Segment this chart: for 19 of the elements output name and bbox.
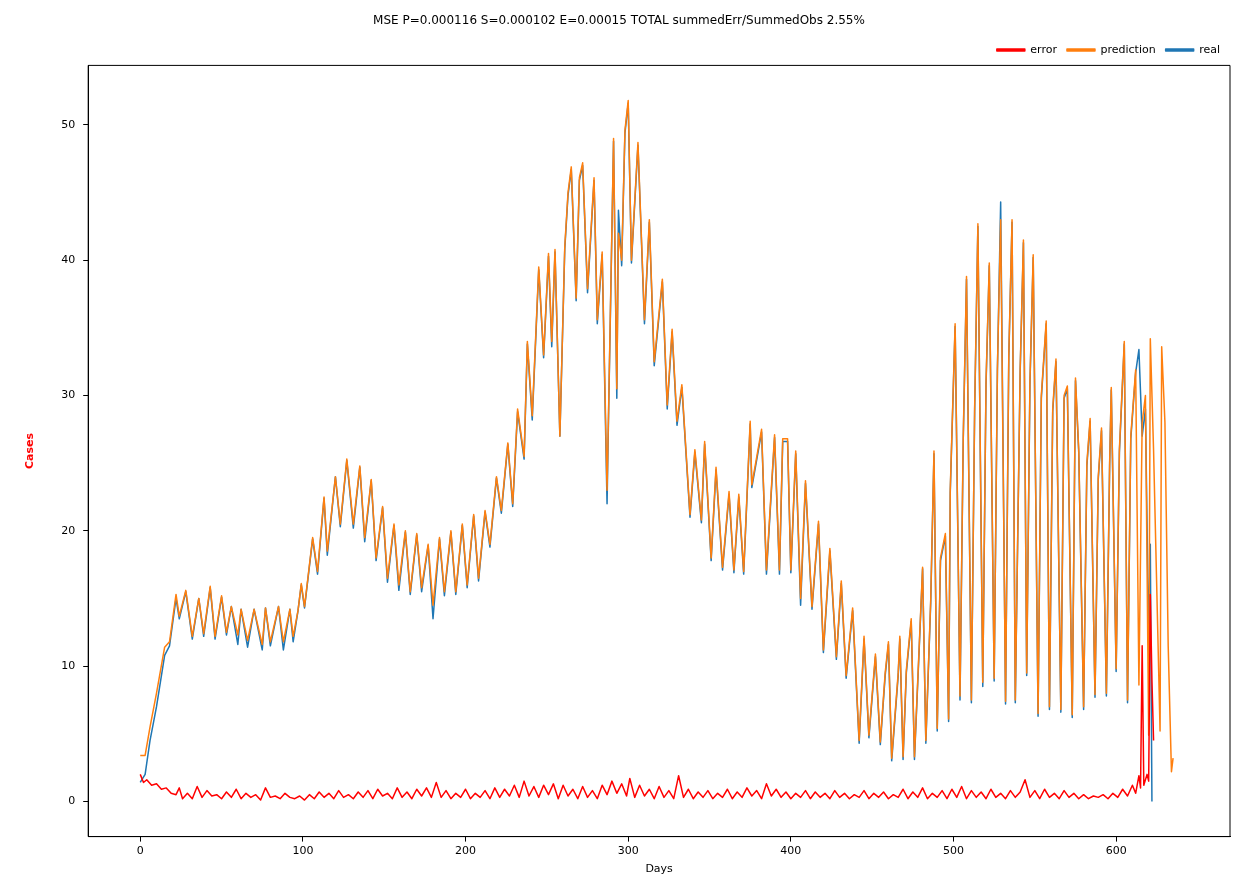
x-tick-label: 300 [617, 844, 639, 858]
chart-title: MSE P=0.000116 S=0.000102 E=0.00015 TOTAL summedErr/SummedObs 2.55% [373, 13, 865, 28]
legend-label: prediction [1100, 42, 1156, 56]
x-tick-label: 200 [455, 844, 477, 858]
x-tick-label: 100 [292, 844, 314, 858]
y-axis-title: Cases [23, 432, 37, 470]
y-tick-label: 20 [61, 523, 76, 537]
x-tick-label: 500 [942, 844, 964, 858]
y-tick-label: 30 [61, 388, 76, 402]
legend-label: error [1030, 42, 1058, 56]
x-tick-label: 400 [780, 844, 802, 858]
x-axis-title: Days [645, 862, 674, 876]
legend-label: real [1199, 42, 1221, 56]
y-tick-label: 40 [61, 253, 76, 267]
x-tick-label: 600 [1105, 844, 1127, 858]
y-tick-label: 0 [68, 794, 76, 808]
y-tick-label: 10 [61, 658, 76, 672]
y-tick-label: 50 [61, 117, 76, 131]
x-tick-label: 0 [136, 844, 144, 858]
